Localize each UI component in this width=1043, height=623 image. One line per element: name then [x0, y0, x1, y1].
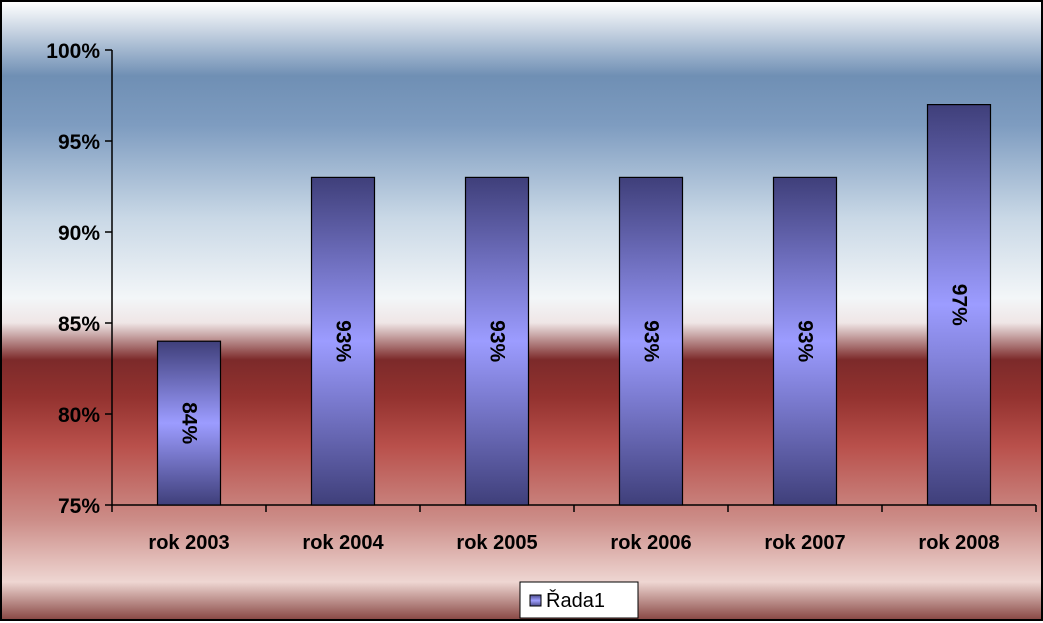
bar	[156, 340, 222, 506]
data-label: 93%	[332, 320, 355, 362]
y-tick-label: 100%	[46, 40, 100, 63]
data-label: 84%	[178, 402, 201, 444]
bars	[156, 103, 992, 506]
x-axis: rok 2003 rok 2004 rok 2005 rok 2006 rok 2007…	[111, 504, 1037, 554]
y-tick-label: 75%	[58, 495, 100, 518]
data-label: 93%	[794, 320, 817, 362]
legend-label: Řada1	[546, 589, 605, 612]
legend-swatch	[529, 594, 542, 607]
bar	[464, 176, 530, 506]
x-tick-label: rok 2007	[764, 532, 845, 554]
y-tick-label: 95%	[58, 131, 100, 154]
x-tick-label: rok 2004	[302, 532, 384, 554]
bar	[772, 176, 838, 506]
x-tick-label: rok 2005	[456, 532, 537, 554]
bar	[926, 103, 992, 506]
y-tick-label: 90%	[58, 222, 100, 245]
data-label: 97%	[948, 284, 971, 326]
bar	[310, 176, 376, 506]
x-tick-label: rok 2006	[610, 532, 691, 554]
data-labels: 84% 93% 93% 93% 93% 97%	[178, 284, 971, 445]
y-tick-label: 85%	[58, 313, 100, 336]
legend-box	[519, 581, 639, 619]
data-label: 93%	[486, 320, 509, 362]
x-tick-label: rok 2008	[918, 532, 999, 554]
y-tick-label: 80%	[58, 404, 100, 427]
data-label: 93%	[640, 320, 663, 362]
bar	[618, 176, 684, 506]
x-tick-label: rok 2003	[148, 532, 229, 554]
y-axis: 75% 80% 85% 90% 95% 100%	[46, 40, 113, 518]
legend: Řada1	[519, 581, 639, 619]
